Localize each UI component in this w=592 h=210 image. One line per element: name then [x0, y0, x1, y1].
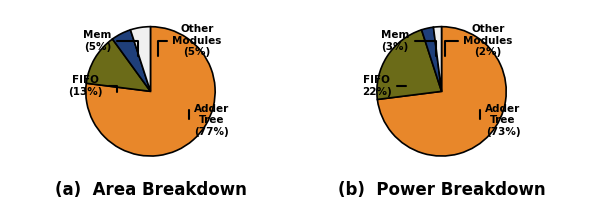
- Wedge shape: [112, 30, 150, 91]
- Text: (a)  Area Breakdown: (a) Area Breakdown: [54, 181, 246, 199]
- Wedge shape: [130, 27, 150, 91]
- Text: Other
Modules
(5%): Other Modules (5%): [158, 24, 222, 58]
- Text: FIFO
(13%): FIFO (13%): [69, 75, 117, 97]
- Text: Mem
(5%): Mem (5%): [83, 30, 137, 56]
- Wedge shape: [422, 27, 442, 91]
- Wedge shape: [86, 27, 215, 156]
- Text: Adder
Tree
(77%): Adder Tree (77%): [189, 104, 230, 137]
- Wedge shape: [377, 30, 442, 100]
- Wedge shape: [433, 27, 442, 91]
- Text: FIFO
22%): FIFO 22%): [362, 75, 406, 97]
- Text: (b)  Power Breakdown: (b) Power Breakdown: [337, 181, 545, 199]
- Wedge shape: [86, 39, 150, 91]
- Text: Mem
(3%): Mem (3%): [381, 30, 436, 56]
- Text: Adder
Tree
(73%): Adder Tree (73%): [480, 104, 520, 137]
- Text: Other
Modules
(2%): Other Modules (2%): [445, 24, 513, 58]
- Wedge shape: [377, 27, 506, 156]
